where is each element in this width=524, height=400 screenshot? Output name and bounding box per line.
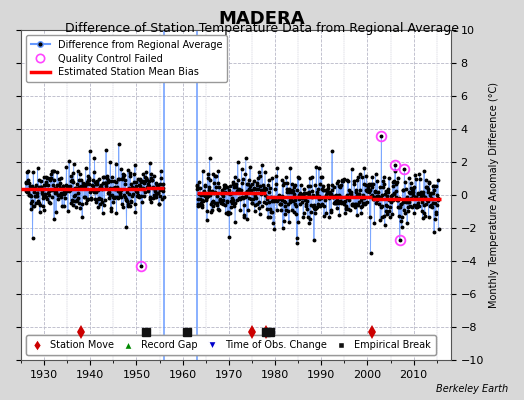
Y-axis label: Monthly Temperature Anomaly Difference (°C): Monthly Temperature Anomaly Difference (… <box>489 82 499 308</box>
Text: Difference of Station Temperature Data from Regional Average: Difference of Station Temperature Data f… <box>65 22 459 35</box>
Text: MADERA: MADERA <box>219 10 305 28</box>
Legend: Station Move, Record Gap, Time of Obs. Change, Empirical Break: Station Move, Record Gap, Time of Obs. C… <box>26 336 436 355</box>
Text: Berkeley Earth: Berkeley Earth <box>436 384 508 394</box>
